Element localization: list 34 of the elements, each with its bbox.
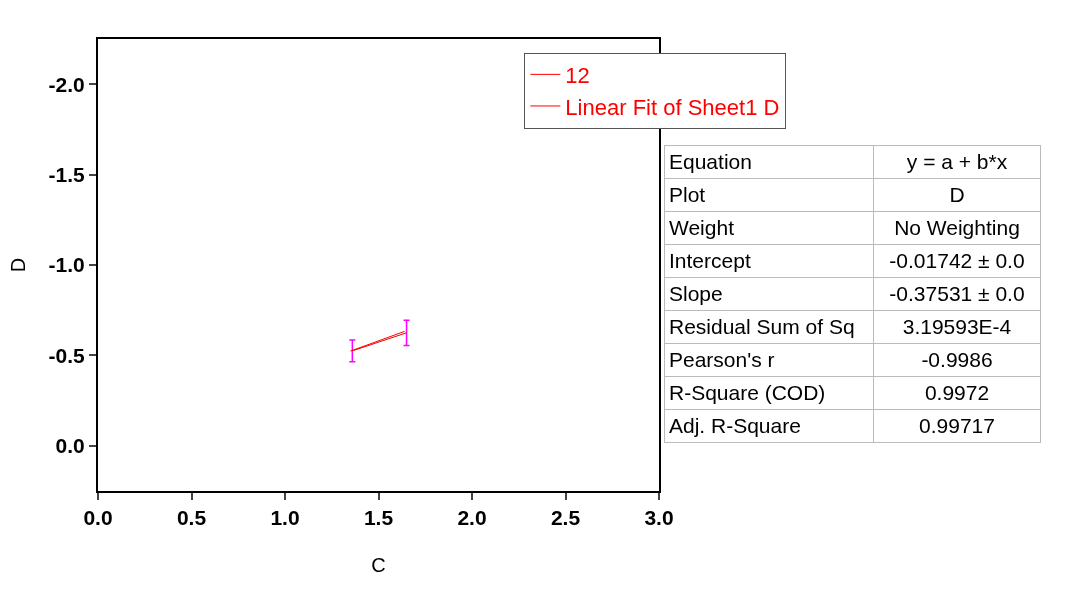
text: No Weighting <box>873 211 1041 245</box>
text: -0.01742 ± 0.0 <box>873 244 1041 278</box>
legend-label: Linear Fit of Sheet1 D <box>565 94 780 120</box>
x-tick-label: 0.5 <box>176 506 207 530</box>
text: Pearson's r <box>664 343 874 377</box>
text: 0.99717 <box>873 409 1041 443</box>
text: Plot <box>664 178 874 212</box>
text: 3.19593E-4 <box>873 310 1041 344</box>
x-axis-title: C <box>371 554 386 577</box>
x-tick-label: 2.0 <box>457 506 487 530</box>
text: 0.9972 <box>873 376 1041 410</box>
text: Slope <box>664 277 874 311</box>
y-tick-label: -1.5 <box>48 162 86 186</box>
y-tick-label: -2.0 <box>48 72 85 96</box>
legend-label: 12 <box>565 62 590 88</box>
text: R-Square (COD) <box>664 376 874 410</box>
text: y = a + b*x <box>873 145 1041 179</box>
x-tick-label: 1.0 <box>270 506 300 530</box>
y-axis-title: D <box>6 257 29 273</box>
text: Adj. R-Square <box>664 409 874 443</box>
text: -0.37531 ± 0.0 <box>873 277 1041 311</box>
x-tick-label: 1.5 <box>363 506 394 530</box>
text: D <box>873 178 1041 212</box>
text: Weight <box>664 211 874 245</box>
text: Residual Sum of Sq <box>664 310 874 344</box>
text: Equation <box>664 145 874 179</box>
x-tick-label: 3.0 <box>644 506 674 530</box>
text: Intercept <box>664 244 874 278</box>
x-tick-label: 0.0 <box>83 506 113 530</box>
y-tick-label: -0.5 <box>48 343 86 367</box>
y-tick-label: -1.0 <box>48 253 85 277</box>
text: -0.9986 <box>873 343 1041 377</box>
y-tick-label: 0.0 <box>55 434 85 458</box>
x-tick-label: 2.5 <box>550 506 581 530</box>
